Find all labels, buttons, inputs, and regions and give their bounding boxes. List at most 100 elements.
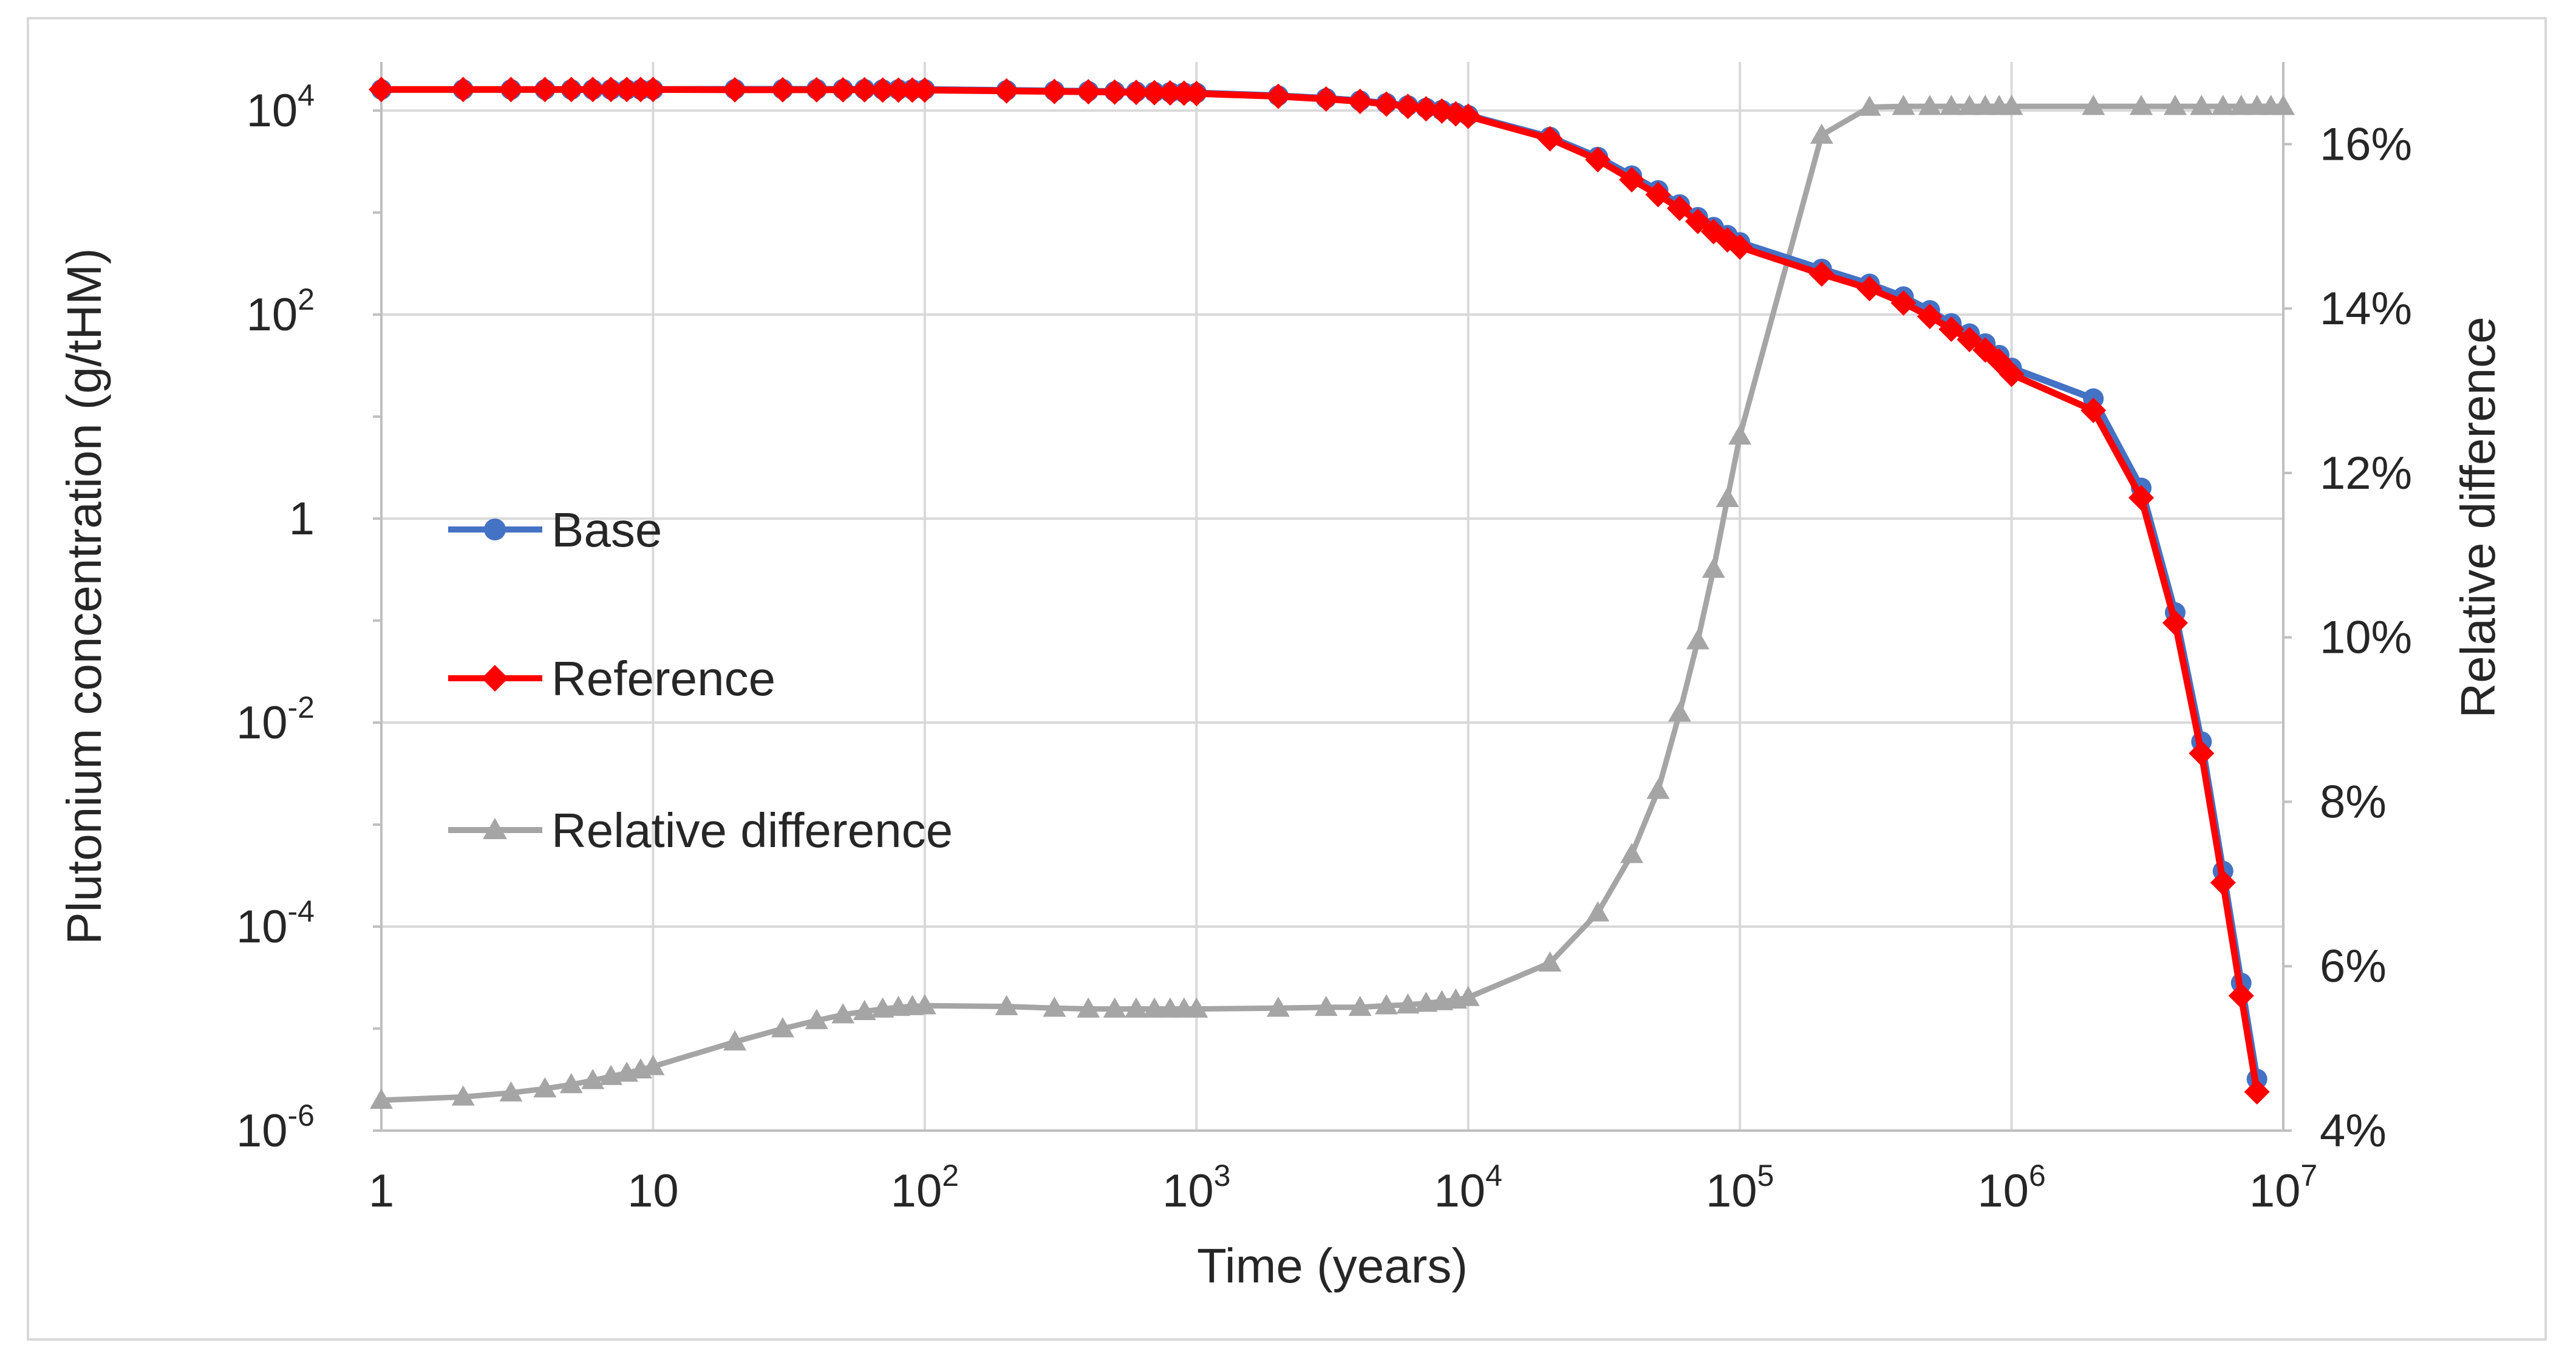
relative-difference-marker <box>2082 95 2105 115</box>
gridlines <box>381 62 2285 1131</box>
reference-marker <box>2080 397 2107 423</box>
axis-titles: Time (years) Plutonium concentration (g/… <box>57 248 2505 1293</box>
reference-marker <box>2189 740 2215 766</box>
reference-marker <box>1685 208 1711 234</box>
reference-marker <box>1727 234 1753 260</box>
chart: 1 10 102 103 104 105 106 107 104 102 1 10-2 10-4 10-6… <box>57 62 2505 1293</box>
x-tick-label: 103 <box>1162 1159 1230 1217</box>
relative-difference-marker <box>831 1003 855 1024</box>
relative-difference-marker <box>1396 993 1420 1014</box>
reference-marker <box>1374 91 1400 117</box>
relative-difference-marker <box>533 1077 557 1098</box>
x-tick-label: 107 <box>2249 1159 2317 1217</box>
reference-marker <box>558 77 584 103</box>
reference-marker <box>1184 81 1210 107</box>
x-tick-label: 10 <box>627 1165 679 1217</box>
x-tick-label: 1 <box>369 1165 394 1217</box>
relative-difference-marker <box>871 997 894 1018</box>
reference-marker <box>450 77 476 103</box>
reference-marker <box>851 77 877 103</box>
reference-marker <box>1917 304 1943 330</box>
relative-difference-marker <box>1586 901 1610 922</box>
relative-difference-marker <box>1858 95 1881 116</box>
reference-marker <box>1313 86 1339 112</box>
relative-difference-marker <box>641 1055 665 1075</box>
y-tick-label: 10-4 <box>236 894 315 953</box>
legend-item-base: Base <box>448 503 662 557</box>
reference-marker <box>1537 126 1563 152</box>
x-tick-label: 102 <box>891 1159 959 1217</box>
reference-marker <box>1413 96 1439 122</box>
reference-marker <box>640 77 666 103</box>
reference-marker <box>1041 78 1068 104</box>
relative-difference-marker <box>1414 992 1438 1012</box>
x-tick-label: 105 <box>1706 1159 1774 1217</box>
reference-marker <box>2228 982 2254 1009</box>
relative-difference-marker <box>1043 996 1066 1017</box>
relative-difference-marker <box>1716 486 1739 508</box>
reference-marker <box>1102 79 1128 105</box>
reference-marker <box>1123 80 1150 106</box>
relative-difference-marker <box>1348 995 1372 1016</box>
relative-difference-marker <box>1958 95 1981 115</box>
reference-marker <box>1666 196 1692 222</box>
reference-marker <box>722 77 748 103</box>
reference-marker <box>1455 103 1481 129</box>
relative-difference-marker <box>1620 843 1644 863</box>
relative-difference-marker <box>1702 557 1725 578</box>
relative-difference-marker <box>1375 994 1399 1015</box>
y-tick-label: 10-2 <box>236 690 315 749</box>
reference-marker <box>1808 261 1835 287</box>
reference-marker <box>769 77 796 103</box>
legend-label: Relative difference <box>551 803 953 857</box>
relative-difference-marker <box>771 1017 794 1038</box>
reference-marker <box>2162 610 2188 636</box>
relative-difference-line <box>381 103 2283 1103</box>
base-line <box>381 86 2261 1080</box>
y2-tick-label: 16% <box>2320 118 2412 170</box>
y2-axis-title: Relative difference <box>2451 316 2505 718</box>
relative-difference-marker <box>1266 996 1290 1017</box>
legend-swatch-marker <box>484 519 506 540</box>
reference-marker <box>598 77 624 103</box>
reference-marker <box>885 77 911 103</box>
relative-difference-marker <box>581 1069 605 1089</box>
relative-difference-marker <box>451 1085 475 1106</box>
legend-label: Base <box>551 503 662 557</box>
y-tick-label: 1 <box>289 493 315 545</box>
y2-tick-label: 8% <box>2320 776 2387 828</box>
relative-difference-marker <box>1810 123 1833 144</box>
y-axis-title: Plutonium concentration (g/tHM) <box>57 248 111 944</box>
reference-marker <box>1856 276 1883 302</box>
relative-difference-marker <box>723 1030 747 1051</box>
reference-marker <box>1141 80 1167 106</box>
reference-marker <box>580 77 606 103</box>
reference-marker <box>911 77 938 103</box>
relative-difference-marker <box>1125 997 1148 1018</box>
legend-swatch-marker <box>482 665 508 692</box>
y-tick-label: 102 <box>247 282 315 341</box>
relative-difference-marker <box>1077 997 1100 1018</box>
reference-line <box>381 86 2261 1093</box>
relative-difference-marker <box>913 994 936 1015</box>
series-relative-difference <box>370 95 2295 1109</box>
x-axis-title: Time (years) <box>1197 1239 1468 1293</box>
legend: Base Reference Relative difference <box>448 503 953 857</box>
legend-item-reference: Reference <box>448 652 775 706</box>
reference-marker <box>614 77 640 103</box>
x-tick-label: 106 <box>1977 1159 2045 1217</box>
reference-marker <box>1890 290 1917 316</box>
legend-label: Reference <box>551 652 775 706</box>
relative-difference-marker <box>2163 95 2187 115</box>
relative-difference-marker <box>1940 95 1963 115</box>
reference-marker <box>1075 79 1102 105</box>
reference-marker <box>369 77 394 103</box>
relative-difference-marker <box>559 1073 583 1094</box>
relative-difference-marker <box>1686 629 1709 650</box>
reference-marker <box>803 77 830 103</box>
reference-marker <box>1986 348 2012 374</box>
y-tick-label: 10-6 <box>236 1098 315 1157</box>
series-base <box>371 78 2268 1090</box>
reference-marker <box>1265 83 1291 109</box>
reference-marker <box>870 77 896 103</box>
